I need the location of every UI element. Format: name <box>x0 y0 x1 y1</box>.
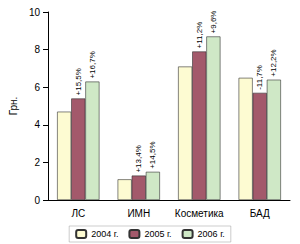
svg-text:0: 0 <box>34 195 40 206</box>
svg-text:+11,2%: +11,2% <box>195 22 204 49</box>
svg-text:-11,7%: -11,7% <box>255 65 264 90</box>
svg-text:+12,2%: +12,2% <box>269 49 278 76</box>
svg-text:2004 г.: 2004 г. <box>91 229 118 239</box>
svg-text:ИМН: ИМН <box>127 208 150 219</box>
svg-text:8: 8 <box>34 44 40 55</box>
svg-text:Грн.: Грн. <box>8 97 19 116</box>
svg-text:ЛС: ЛС <box>71 208 85 219</box>
svg-text:2006 г.: 2006 г. <box>198 229 225 239</box>
svg-text:+16,7%: +16,7% <box>88 51 97 78</box>
svg-text:2: 2 <box>34 157 40 168</box>
svg-text:+9,6%: +9,6% <box>209 11 218 34</box>
svg-text:Косметика: Косметика <box>175 208 224 219</box>
svg-text:2005 г.: 2005 г. <box>144 229 171 239</box>
svg-text:4: 4 <box>34 119 40 130</box>
svg-text:+14,5%: +14,5% <box>148 141 157 168</box>
svg-text:БАД: БАД <box>250 208 270 219</box>
svg-text:+15,5%: +15,5% <box>74 68 83 95</box>
svg-text:10: 10 <box>29 7 41 18</box>
svg-text:6: 6 <box>34 82 40 93</box>
svg-text:+13,4%: +13,4% <box>134 145 143 172</box>
